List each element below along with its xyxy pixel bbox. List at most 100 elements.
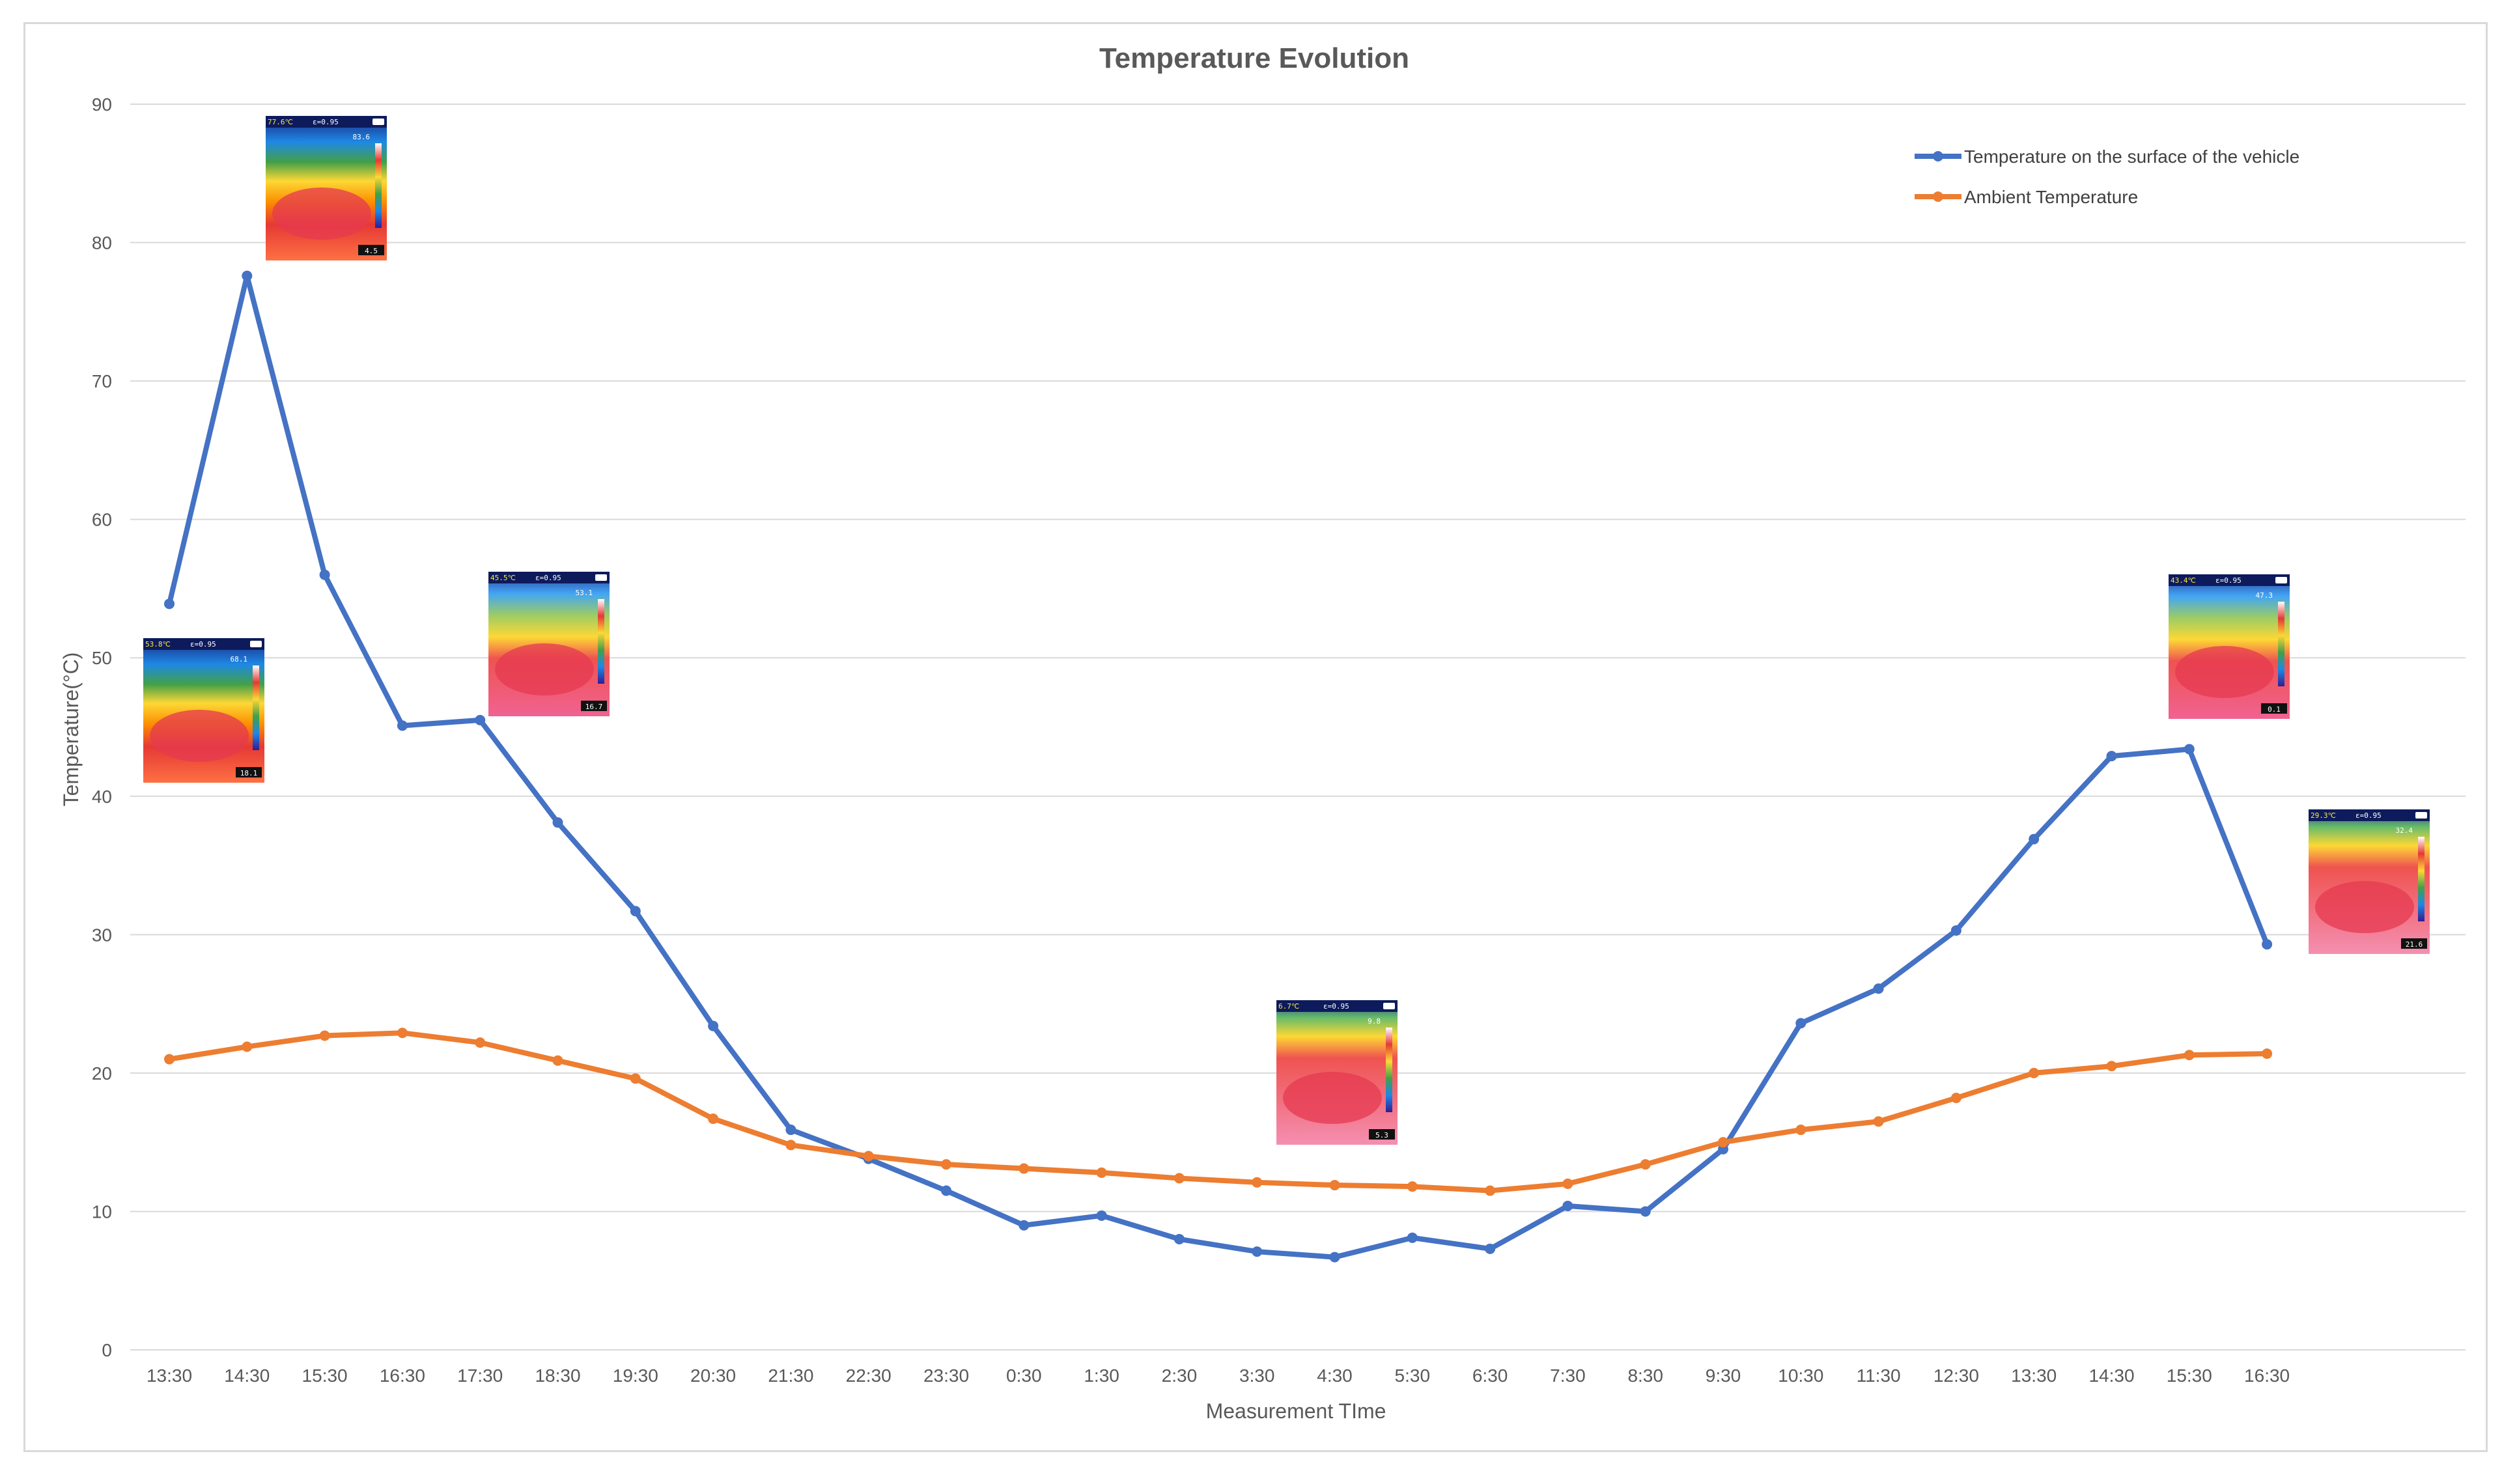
data-point <box>2029 1067 2040 1078</box>
thermal-readout: 6.7℃ <box>1278 1002 1299 1011</box>
thermal-images: 53.8℃ ε=0.95 68.1 18.1 77.6℃ ε=0.95 83.6 4.5 45.… <box>143 116 2430 1145</box>
data-point <box>397 1028 408 1039</box>
y-tick-label: 20 <box>92 1063 112 1084</box>
thermal-header-bar <box>266 116 387 128</box>
thermal-min: 4.5 <box>365 247 378 255</box>
data-point <box>1873 983 1884 994</box>
data-point <box>397 720 408 731</box>
data-point <box>1329 1180 1340 1191</box>
y-tick-label: 90 <box>92 94 112 115</box>
data-point <box>1873 1116 1884 1127</box>
thermal-image-1630: 29.3℃ ε=0.95 32.4 21.6 <box>2309 809 2430 954</box>
x-tick-label: 6:30 <box>1472 1365 1508 1386</box>
thermal-max: 9.8 <box>1368 1017 1381 1026</box>
thermal-min: 5.3 <box>1375 1131 1388 1140</box>
data-point <box>708 1113 719 1125</box>
data-point <box>1407 1232 1418 1243</box>
thermal-min: 0.1 <box>2268 705 2281 714</box>
data-point <box>630 1073 641 1084</box>
chart-title: Temperature Evolution <box>1099 42 1409 74</box>
thermal-image-1730: 45.5℃ ε=0.95 53.1 16.7 <box>488 572 610 716</box>
data-point <box>1562 1178 1573 1189</box>
thermal-min-box <box>358 245 384 255</box>
x-axis-ticks: 13:30 14:30 15:30 16:30 17:30 18:30 19:30 20:30… <box>147 1365 2290 1386</box>
data-point <box>1795 1018 1806 1029</box>
thermal-max: 53.1 <box>576 589 593 597</box>
thermal-min-box <box>1369 1129 1395 1140</box>
y-tick-label: 50 <box>92 648 112 668</box>
thermal-min-box <box>2401 938 2427 949</box>
thermal-emissivity: ε=0.95 <box>2355 811 2382 820</box>
data-point <box>1640 1159 1651 1170</box>
data-point <box>475 714 486 725</box>
data-point <box>1485 1185 1496 1196</box>
thermal-header-bar <box>1276 1000 1398 1012</box>
x-tick-label: 16:30 <box>2244 1365 2290 1386</box>
data-point <box>242 1041 253 1052</box>
data-point <box>2029 833 2040 845</box>
data-point <box>1174 1233 1185 1244</box>
legend: Temperature on the surface of the vehicl… <box>1915 147 2299 207</box>
data-point <box>941 1185 951 1196</box>
data-point <box>2106 1061 2117 1072</box>
legend-swatch-marker <box>1933 151 1943 161</box>
data-point <box>1640 1206 1651 1217</box>
x-tick-label: 2:30 <box>1162 1365 1198 1386</box>
thermal-readout: 43.4℃ <box>2171 576 2196 585</box>
thermal-image-1430: 77.6℃ ε=0.95 83.6 4.5 <box>266 116 387 260</box>
y-tick-label: 40 <box>92 787 112 807</box>
legend-swatch-marker <box>1933 191 1943 202</box>
x-tick-label: 16:30 <box>380 1365 425 1386</box>
thermal-max: 83.6 <box>353 133 371 141</box>
thermal-emissivity: ε=0.95 <box>190 640 216 649</box>
data-point <box>630 906 641 917</box>
x-tick-label: 4:30 <box>1317 1365 1353 1386</box>
data-point <box>1096 1210 1107 1221</box>
y-tick-label: 60 <box>92 510 112 530</box>
data-point <box>2184 1050 2195 1061</box>
thermal-readout: 77.6℃ <box>268 118 293 126</box>
x-tick-label: 14:30 <box>224 1365 270 1386</box>
data-point <box>708 1020 719 1031</box>
series-line-1 <box>167 273 2270 1260</box>
thermal-image-0430: 6.7℃ ε=0.95 9.8 5.3 <box>1276 1000 1398 1145</box>
y-tick-label: 10 <box>92 1201 112 1222</box>
data-point <box>1407 1181 1418 1192</box>
data-point <box>475 1037 486 1048</box>
thermal-header-bar <box>488 572 610 583</box>
series-2 <box>164 1028 2273 1196</box>
x-tick-label: 7:30 <box>1550 1365 1586 1386</box>
x-tick-label: 23:30 <box>923 1365 969 1386</box>
y-axis-label: Temperature(°C) <box>59 652 83 807</box>
data-point <box>941 1159 951 1170</box>
x-tick-label: 20:30 <box>690 1365 736 1386</box>
thermal-max: 47.3 <box>2256 591 2273 600</box>
x-tick-label: 12:30 <box>1933 1365 1979 1386</box>
data-point <box>785 1125 796 1136</box>
thermal-scale-bar <box>375 143 382 228</box>
legend-item-1: Temperature on the surface of the vehicl… <box>1915 147 2299 167</box>
thermal-scale-bar <box>2278 602 2284 686</box>
thermal-image-1330: 53.8℃ ε=0.95 68.1 18.1 <box>143 638 264 783</box>
thermal-min: 18.1 <box>240 769 258 777</box>
data-point <box>1795 1125 1806 1136</box>
data-point <box>2184 744 2195 755</box>
data-point <box>2262 939 2273 950</box>
thermal-scale-bar <box>2418 837 2425 921</box>
x-tick-label: 8:30 <box>1627 1365 1663 1386</box>
battery-icon <box>372 119 384 125</box>
thermal-header-bar <box>2169 574 2290 586</box>
thermal-scale-bar <box>1386 1028 1392 1112</box>
data-point <box>863 1151 874 1162</box>
y-tick-label: 30 <box>92 925 112 945</box>
thermal-min: 16.7 <box>585 703 603 711</box>
battery-icon <box>2275 577 2287 583</box>
data-point <box>785 1140 796 1151</box>
legend-label: Temperature on the surface of the vehicl… <box>1964 147 2299 167</box>
x-tick-label: 19:30 <box>613 1365 658 1386</box>
y-tick-label: 0 <box>102 1340 112 1360</box>
thermal-header-bar <box>143 638 264 650</box>
data-point <box>1718 1137 1728 1148</box>
data-point <box>319 1030 330 1041</box>
